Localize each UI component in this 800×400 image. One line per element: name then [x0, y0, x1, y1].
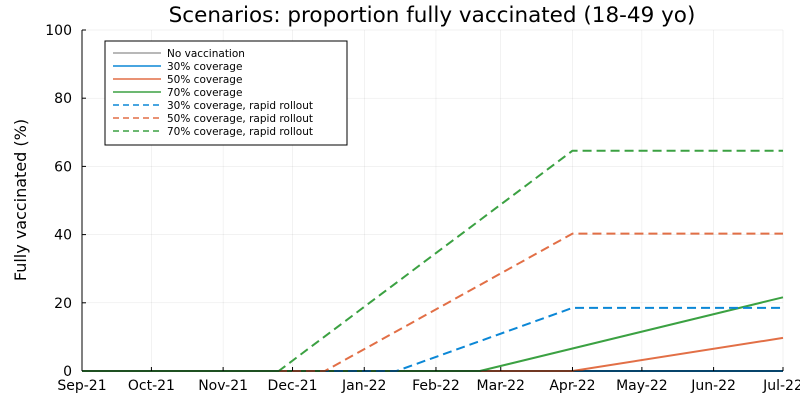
x-tick-label: Sep-21: [57, 378, 106, 394]
x-tick-label: Oct-21: [128, 378, 175, 394]
series-line-5: [82, 306, 783, 372]
legend-label: 50% coverage, rapid rollout: [167, 113, 313, 125]
x-tick-label: Dec-21: [268, 378, 318, 394]
legend-label: 70% coverage, rapid rollout: [167, 126, 313, 138]
legend-box: [104, 40, 348, 146]
series-line-7: [82, 149, 783, 372]
legend-label: 30% coverage: [167, 61, 242, 73]
axes: [81, 30, 783, 372]
legend-label: 70% coverage: [167, 87, 242, 99]
ticks: Sep-21 Oct-21 Nov-21 Dec-21 Jan-22 Feb-22 Mar-…: [45, 23, 800, 394]
y-tick-label: 20: [54, 296, 72, 312]
x-tick-label: May-22: [616, 378, 668, 394]
legend-label: No vaccination: [167, 48, 245, 60]
x-tick-label: Feb-22: [412, 378, 460, 394]
legend-label: 30% coverage, rapid rollout: [167, 100, 313, 112]
x-tick-label: Mar-22: [477, 378, 525, 394]
y-tick-label: 60: [54, 159, 72, 175]
y-axis-label: Fully vaccinated (%): [11, 119, 30, 281]
x-tick-label: Nov-21: [198, 378, 248, 394]
chart-title: Scenarios: proportion fully vaccinated (…: [169, 3, 696, 28]
y-tick-label: 100: [45, 23, 72, 39]
legend-label: 50% coverage: [167, 74, 242, 86]
x-tick-label: Jan-22: [341, 378, 386, 394]
series-line-6: [82, 232, 783, 372]
y-tick-label: 40: [54, 228, 72, 244]
y-tick-label: 80: [54, 91, 72, 107]
x-tick-label: Jun-22: [690, 378, 736, 394]
x-tick-label: Apr-22: [549, 378, 595, 394]
x-tick-label: Jul-22: [762, 378, 800, 394]
y-tick-label: 0: [63, 364, 72, 380]
series-layer: [82, 149, 784, 372]
series-line-3: [82, 336, 784, 372]
